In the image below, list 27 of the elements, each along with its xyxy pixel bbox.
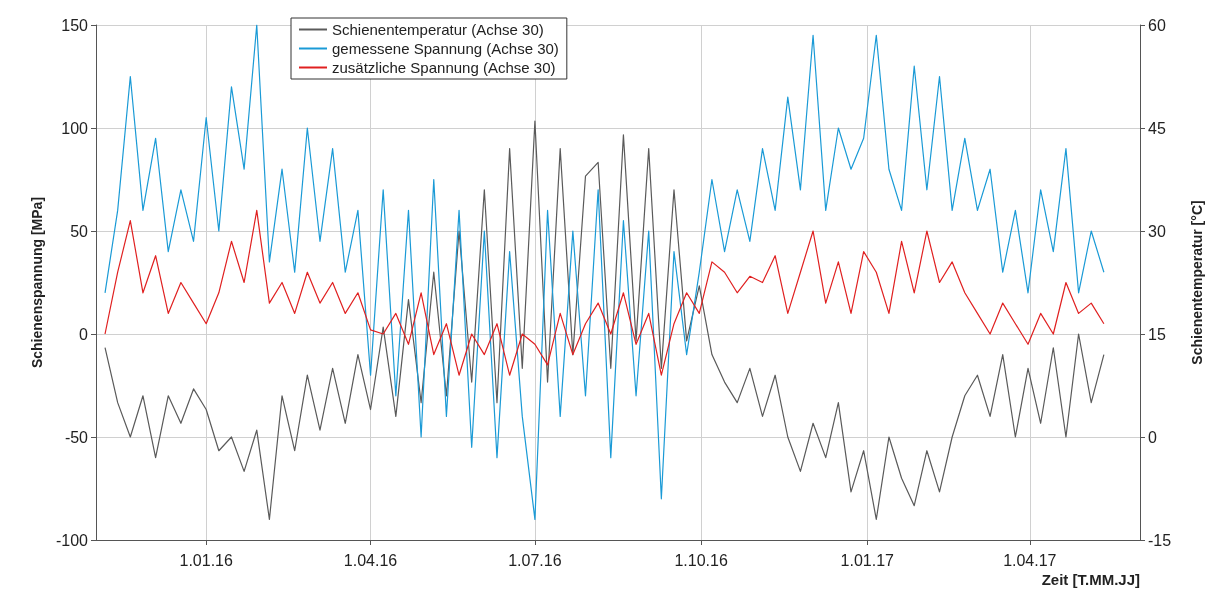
y2-tick-label: 60: [1148, 16, 1166, 34]
y-tick-label: 50: [70, 222, 89, 240]
line-series: [104, 120, 1105, 520]
legend-label: Schienentemperatur (Achse 30): [332, 21, 544, 38]
x-tick-label: 1.04.16: [343, 551, 398, 569]
x-tick-label: 1.07.16: [508, 551, 562, 569]
y-tick-label: 100: [61, 119, 89, 137]
y-tick-label: 0: [79, 325, 89, 343]
y2-tick-label: 0: [1148, 428, 1157, 446]
y2-tick-label: -15: [1148, 531, 1172, 549]
x-tick-label: 1.01.17: [840, 551, 895, 569]
line-series: [104, 24, 1105, 520]
y-tick-label: 150: [61, 16, 89, 34]
x-axis-title: Zeit [T.MM.JJ]: [1041, 571, 1140, 588]
x-tick-label: 1.04.17: [1003, 551, 1057, 569]
y-tick-label: -50: [64, 428, 89, 446]
x-tick-label: 1.01.16: [179, 551, 233, 569]
legend-label: gemessene Spannung (Achse 30): [332, 40, 559, 57]
y2-tick-label: 15: [1148, 325, 1166, 343]
x-tick-label: 1.10.16: [674, 551, 728, 569]
y2-axis-title: Schienentemperatur [°C]: [1189, 200, 1205, 365]
y2-tick-label: 45: [1148, 119, 1166, 137]
line-series: [104, 209, 1105, 376]
y-tick-label: -100: [55, 531, 89, 549]
y-axis-title: Schienenspannung [MPa]: [29, 196, 45, 369]
legend-label: zusätzliche Spannung (Achse 30): [332, 59, 556, 76]
y2-tick-label: 30: [1148, 222, 1166, 240]
